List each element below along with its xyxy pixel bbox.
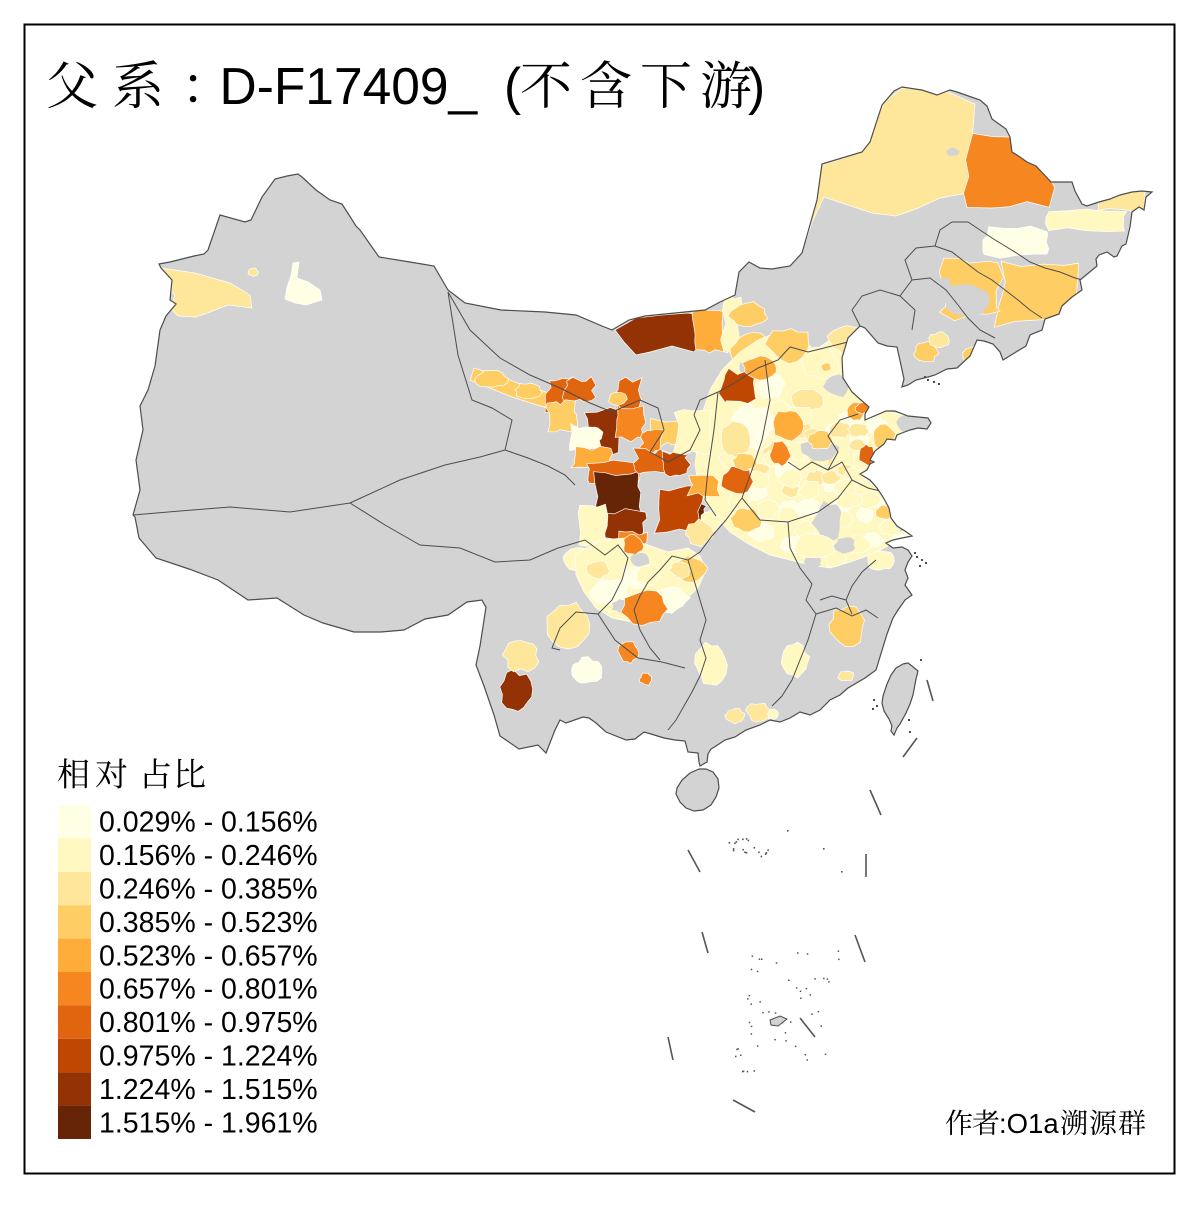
svg-text:0.801% - 0.975%: 0.801% - 0.975%: [99, 1007, 318, 1039]
svg-text::O1a: :O1a: [999, 1108, 1059, 1139]
svg-text:0.029% - 0.156%: 0.029% - 0.156%: [99, 807, 318, 839]
svg-text:(: (: [504, 57, 521, 115]
svg-text:0.523% - 0.657%: 0.523% - 0.657%: [99, 940, 318, 972]
svg-text:0.975% - 1.224%: 0.975% - 1.224%: [99, 1041, 318, 1073]
svg-text:0.385% - 0.523%: 0.385% - 0.523%: [99, 907, 318, 939]
svg-text:1.515% - 1.961%: 1.515% - 1.961%: [99, 1107, 318, 1139]
svg-text:0.246% - 0.385%: 0.246% - 0.385%: [99, 874, 318, 906]
svg-text:1.224% - 1.515%: 1.224% - 1.515%: [99, 1074, 318, 1106]
svg-text:0.657% - 0.801%: 0.657% - 0.801%: [99, 974, 318, 1006]
svg-text:D-F17409_: D-F17409_: [220, 57, 479, 115]
svg-text:): ): [748, 57, 765, 115]
svg-text:0.156% - 0.246%: 0.156% - 0.246%: [99, 840, 318, 872]
